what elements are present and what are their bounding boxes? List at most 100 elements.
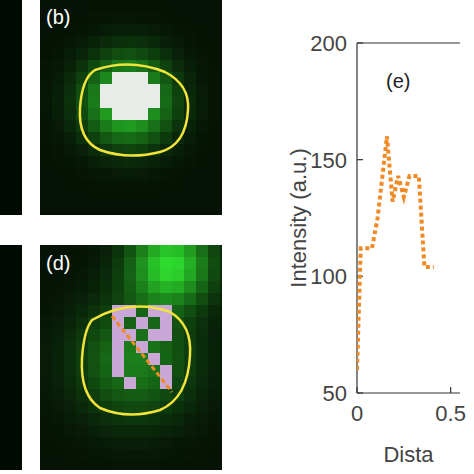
pixel [76,317,88,329]
pixel [40,144,52,156]
pixel [124,461,136,470]
pixel [184,132,196,144]
x-tick-label: 0 [351,401,363,426]
pixel [220,96,222,108]
pixel [76,48,88,60]
pixel [220,120,222,132]
pixel [52,96,64,108]
pixel [136,389,148,401]
pixel [100,96,112,108]
pixel [88,257,100,269]
pixel [64,341,76,353]
pixel [52,449,64,461]
pixel [184,48,196,60]
pixel [220,293,222,305]
x-tick [356,387,357,393]
pixel [220,305,222,317]
intensity-line [357,136,434,369]
pixel [100,12,112,24]
pixel [208,24,220,36]
pixel [124,425,136,437]
pixel [124,377,136,389]
pixel [208,461,220,470]
pixel [112,24,124,36]
pixel [112,341,124,353]
pixel [220,401,222,413]
pixel [208,401,220,413]
pixel [64,377,76,389]
pixel [196,449,208,461]
pixel [172,449,184,461]
pixel [160,84,172,96]
pixel [64,365,76,377]
pixel [160,0,172,12]
pixel [76,156,88,168]
pixel [196,36,208,48]
pixel [160,132,172,144]
pixel [160,329,172,341]
pixel [124,192,136,204]
pixel [184,401,196,413]
pixel [124,329,136,341]
pixel [196,120,208,132]
pixel [184,305,196,317]
pixel [184,108,196,120]
pixel [136,72,148,84]
pixel [52,413,64,425]
pixel [148,108,160,120]
pixel [112,281,124,293]
pixel [196,156,208,168]
pixel [64,168,76,180]
pixel [148,449,160,461]
pixel [100,365,112,377]
pixel [124,329,136,341]
pixel [196,84,208,96]
pixel [148,329,160,341]
pixel [184,96,196,108]
pixel [124,36,136,48]
pixel [112,96,124,108]
pixel [196,180,208,192]
pixel [196,353,208,365]
pixel [52,353,64,365]
pixel [160,180,172,192]
pixel [220,84,222,96]
pixel [124,108,136,120]
pixel [76,269,88,281]
pixel [136,293,148,305]
pixel [136,108,148,120]
pixel [172,281,184,293]
pixel [40,36,52,48]
pixel [100,269,112,281]
pixel [148,180,160,192]
pixel [148,437,160,449]
pixel [196,48,208,60]
pixel [136,132,148,144]
pixel [112,84,124,96]
pixel [88,180,100,192]
pixel [184,389,196,401]
pixel [88,24,100,36]
pixel [64,192,76,204]
pixel [124,293,136,305]
pixel [196,317,208,329]
pixel [160,341,172,353]
pixel [160,329,172,341]
pixel [160,365,172,377]
pixel [148,269,160,281]
pixel [208,425,220,437]
pixel [76,192,88,204]
pixel [112,461,124,470]
pixel [64,317,76,329]
pixel [196,168,208,180]
pixel [112,108,124,120]
pixel [220,329,222,341]
pixel [172,48,184,60]
pixel [148,341,160,353]
pixel [208,329,220,341]
pixel [76,281,88,293]
pixel [124,180,136,192]
pixel [136,281,148,293]
pixel [112,84,124,96]
pixel [112,269,124,281]
